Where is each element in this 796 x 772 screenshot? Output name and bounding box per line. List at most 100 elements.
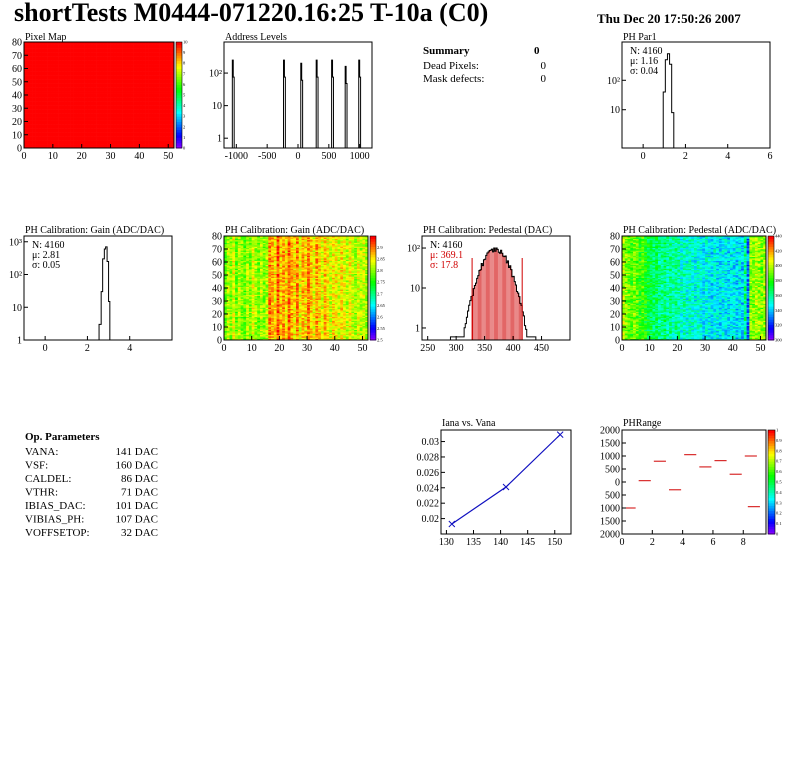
pixel-map-cell <box>127 121 132 124</box>
pixel-map-cell <box>87 53 91 56</box>
pixel-map-cell <box>101 89 106 92</box>
pixel-map-cell <box>41 113 45 116</box>
pixel-map-cell <box>55 61 59 64</box>
pixel-map-cell <box>162 120 166 122</box>
pixel-map-cell <box>110 59 114 61</box>
pixel-map-cell <box>47 108 51 110</box>
pixel-map-cell <box>107 88 111 90</box>
pixel-map-cell <box>67 125 71 128</box>
pixel-map-cell <box>73 93 77 96</box>
pixel-map-cell <box>104 65 108 68</box>
pixel-map-cell <box>26 141 31 143</box>
pixel-map-cell <box>90 120 94 122</box>
pixel-map-cell <box>162 113 166 116</box>
pixel-map-cell <box>67 51 71 53</box>
pixel-map-cell <box>73 122 77 125</box>
pixel-map-cell <box>130 64 134 67</box>
pixel-map-cell <box>55 101 59 104</box>
pixel-map-cell <box>70 52 74 55</box>
pixel-map-cell <box>78 133 82 136</box>
pixel-map-cell <box>73 77 77 80</box>
pixel-map-cell <box>165 132 169 134</box>
pixel-map-cell <box>73 53 77 56</box>
pixel-map-cell <box>29 113 33 116</box>
pixel-map-cell <box>145 85 149 88</box>
pixel-map-cell <box>49 118 54 121</box>
pixel-map-cell <box>113 92 117 94</box>
pixel-map-colorbar-cell <box>176 68 182 72</box>
pixel-map-cell <box>113 71 117 73</box>
pixel-map-cell <box>29 71 33 73</box>
pixel-map-cell <box>136 83 140 85</box>
pixel-map-cell <box>32 44 36 47</box>
pixel-map-cell <box>99 124 103 126</box>
pixel-map-cell <box>122 98 126 101</box>
pixel-map-cell <box>49 89 54 92</box>
pixel-map-cell <box>168 145 172 147</box>
pixel-map-cell <box>26 118 31 121</box>
pixel-map-cell <box>47 104 51 106</box>
pixel-map-cell <box>87 142 91 145</box>
pixel-map-cell <box>148 138 152 141</box>
pixel-map-colorbar-cell <box>176 73 182 77</box>
pixel-map-cell <box>70 105 74 108</box>
pixel-map-cell <box>99 102 103 105</box>
pixel-map-cell <box>64 83 68 85</box>
pixel-map-cell <box>130 91 134 93</box>
pixel-map-cell <box>87 48 91 51</box>
pixel-map-cell <box>29 95 33 97</box>
pixel-map-cell <box>61 85 65 88</box>
pixel-map-cell <box>150 87 155 89</box>
pixel-map-cell <box>61 93 65 96</box>
pixel-map-cell <box>127 69 132 72</box>
pixel-map-cell <box>52 106 57 109</box>
pixel-map-cell <box>81 126 85 129</box>
pixel-map-cell <box>142 51 146 53</box>
pixel-map-cell <box>78 53 82 56</box>
pixel-map-cell <box>130 144 134 146</box>
pixel-map-cell <box>49 64 54 67</box>
pixel-map-cell <box>64 110 68 113</box>
pixel-map-cell <box>52 63 57 65</box>
pixel-map-cell <box>44 118 48 121</box>
pixel-map-cell <box>159 138 163 141</box>
pixel-map-cell <box>73 72 77 75</box>
pixel-map-cell <box>90 122 94 125</box>
pixel-map-cell <box>81 91 85 93</box>
pixel-map-cell <box>136 75 140 77</box>
pixel-map-cell <box>75 44 80 47</box>
pixel-map-cell <box>165 109 169 112</box>
pixel-map-cell <box>29 140 33 142</box>
pixel-map-cell <box>156 138 160 141</box>
pixel-map-cell <box>75 113 80 116</box>
pixel-map-cell <box>24 134 28 137</box>
pixel-map-cell <box>165 120 169 122</box>
pixel-map-cell <box>84 140 88 142</box>
pixel-map-cell <box>127 63 132 65</box>
pixel-map-cell <box>47 89 51 92</box>
pixel-map-cell <box>41 88 45 90</box>
pixel-map-cell <box>99 106 103 109</box>
pixel-map-cell <box>55 71 59 73</box>
pixel-map-cell <box>139 104 143 106</box>
pixel-map-cell <box>162 116 166 118</box>
pixel-map-cell <box>165 45 169 48</box>
pixel-map-cell <box>29 122 33 125</box>
pixel-map-cell <box>38 73 42 76</box>
pixel-map-colorbar-cell <box>176 60 182 64</box>
pixel-map-cell <box>61 146 65 149</box>
pixel-map-cell <box>162 106 166 109</box>
pixel-map-cell <box>124 81 129 84</box>
pixel-map-cell <box>171 61 175 64</box>
pixel-map-cell <box>148 114 152 117</box>
pixel-map-cell <box>75 84 80 87</box>
pixel-map-cell <box>87 76 91 79</box>
pixel-map-colorbar-label: 2 <box>183 124 185 129</box>
pixel-map-cell <box>133 85 137 88</box>
pixel-map-cell <box>171 93 175 96</box>
pixel-map-cell <box>148 113 152 116</box>
pixel-map-cell <box>124 67 129 69</box>
pixel-map-cell <box>130 76 134 79</box>
pixel-map-cell <box>133 52 137 55</box>
pixel-map-cell <box>61 145 65 147</box>
